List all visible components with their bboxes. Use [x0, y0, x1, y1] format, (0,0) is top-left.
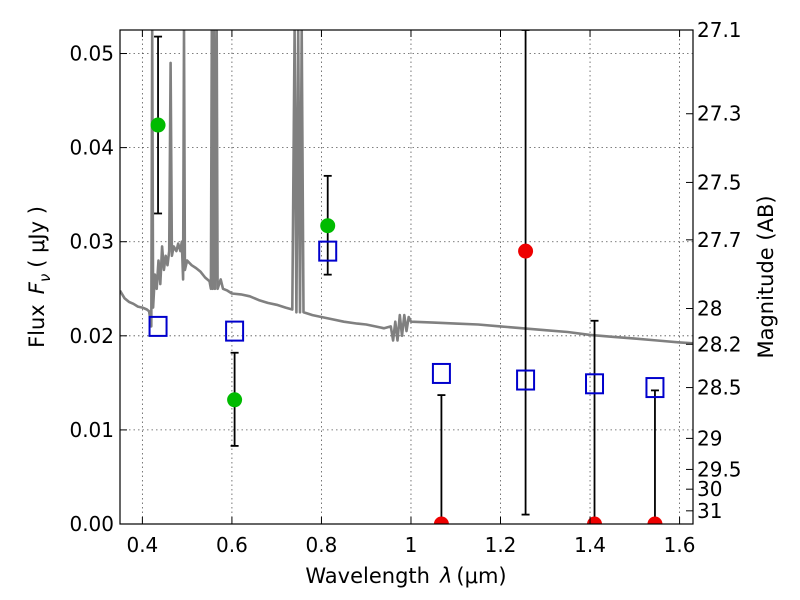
model-photometry-square: [585, 373, 605, 395]
non-detection-point: [647, 516, 663, 524]
points-layer: [148, 30, 665, 524]
non-detection-point: [587, 516, 603, 524]
plot-frame: [119, 29, 694, 525]
y-tick-label: 0.05: [69, 42, 114, 66]
y-axis-title: Flux Fν ( μJy ): [25, 206, 54, 348]
model-photometry-square: [225, 320, 245, 342]
mag-tick-label: 30: [697, 477, 722, 501]
spectrum-layer: [120, 30, 693, 345]
y-tick-label: 0.02: [69, 324, 114, 348]
detection-point: [150, 117, 166, 133]
model-photometry-square: [645, 377, 665, 399]
axis-ticks: [120, 29, 693, 525]
mag-tick-label: 28: [697, 297, 722, 321]
mag-tick-label: 31: [697, 499, 722, 523]
mag-tick-label: 27.1: [697, 18, 742, 42]
mag-tick-label: 27.5: [697, 170, 742, 194]
non-detection-point: [518, 243, 534, 259]
y2-axis-title: Magnitude (AB): [754, 195, 778, 358]
x-axis-symbol: λ: [439, 564, 452, 588]
y-tick-label: 0.00: [69, 512, 114, 536]
x-tick-label: 0.6: [216, 533, 248, 557]
y-axis-symbol: F: [25, 281, 49, 294]
y-tick-label: 0.03: [69, 230, 114, 254]
model-photometry-square: [148, 315, 168, 337]
model-photometry-square: [431, 362, 451, 384]
template-spectrum-line: [120, 30, 693, 345]
model-photometry-square: [318, 240, 338, 262]
mag-tick-label: 29.5: [697, 457, 742, 481]
detection-point: [320, 218, 336, 234]
model-photometry-square: [516, 369, 536, 391]
mag-tick-label: 29: [697, 426, 722, 450]
x-axis-label: Wavelength: [305, 564, 430, 588]
x-axis-unit: (μm): [456, 564, 506, 588]
y-axis-label: Flux: [25, 304, 49, 348]
mag-tick-label: 28.2: [697, 332, 742, 356]
mag-tick-label: 27.7: [697, 228, 742, 252]
y-axis-unit: ( μJy ): [25, 206, 49, 268]
y-tick-label: 0.01: [69, 418, 114, 442]
mag-tick-label: 28.5: [697, 376, 742, 400]
x-tick-label: 0.8: [306, 533, 338, 557]
x-tick-label: 0.4: [126, 533, 158, 557]
tick-labels: 0.4 0.6 0.8 1 1.2 1.4 1.6 0.00 0.01 0.02 0.03 0.04 0…: [69, 18, 741, 557]
x-tick-label: 1.4: [574, 533, 606, 557]
x-tick-label: 1: [405, 533, 418, 557]
y-tick-label: 0.04: [69, 136, 114, 160]
detection-point: [227, 392, 243, 408]
x-axis-title: Wavelength λ (μm): [305, 564, 506, 588]
non-detection-point: [433, 516, 449, 524]
x-tick-label: 1.2: [485, 533, 517, 557]
mag-tick-label: 27.3: [697, 102, 742, 126]
x-tick-label: 1.6: [664, 533, 696, 557]
y-axis-subscript: ν: [36, 274, 54, 282]
